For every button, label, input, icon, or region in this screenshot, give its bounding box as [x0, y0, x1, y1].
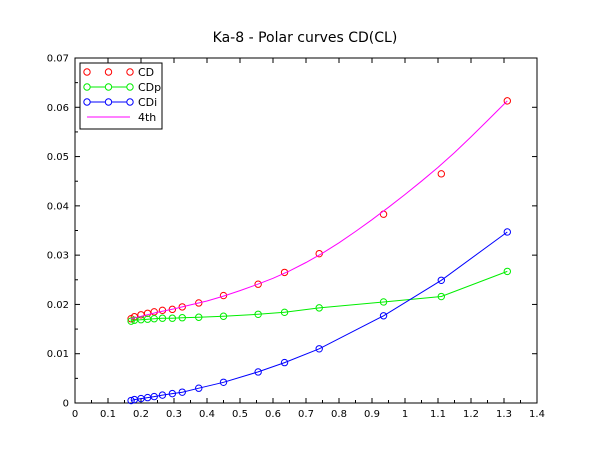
- data-point-cdi: [150, 392, 158, 401]
- data-point-cdp: [127, 317, 135, 325]
- legend-marker-cd: [83, 68, 91, 76]
- chart-title: Ka-8 - Polar curves CD(CL): [213, 30, 398, 46]
- legend-marker-cdi: [104, 98, 113, 106]
- data-point-cdi: [127, 396, 135, 405]
- data-point-cdi: [195, 384, 203, 392]
- data-point-cdp: [315, 304, 323, 312]
- data-point-cd: [137, 311, 145, 319]
- legend: CD CDp CDi 4th: [79, 62, 163, 130]
- data-point-cdp: [379, 298, 388, 306]
- x-tick-label: 1.1: [430, 409, 446, 420]
- x-tick-label: 1: [402, 409, 408, 420]
- y-tick-label: 0.05: [47, 152, 69, 163]
- legend-box: [79, 62, 163, 130]
- data-point-cd: [280, 268, 289, 277]
- y-tick-label: 0: [63, 399, 69, 410]
- y-tick-label: 0.04: [47, 201, 69, 212]
- y-tick-label: 0.07: [47, 54, 69, 65]
- data-point-cdi: [503, 228, 511, 236]
- data-point-cdi: [219, 378, 228, 386]
- data-point-cdp: [503, 267, 511, 276]
- x-tick-label: 1.4: [529, 409, 545, 420]
- data-point-cdp: [437, 292, 445, 301]
- data-point-cdi: [158, 391, 167, 399]
- legend-marker-cdi: [126, 98, 134, 106]
- data-point-cdp: [168, 314, 177, 322]
- legend-marker-cdp: [83, 83, 91, 91]
- data-point-cdp: [150, 315, 158, 323]
- legend-label-4th: 4th: [138, 111, 156, 124]
- data-point-cdp: [280, 308, 289, 317]
- legend-marker-cd: [126, 68, 134, 76]
- legend-label-cd: CD: [138, 66, 154, 79]
- x-tick-label: 0.3: [166, 409, 182, 420]
- data-point-cdp: [254, 310, 262, 318]
- x-tick-label: 0.1: [100, 409, 116, 420]
- legend-marker-cd: [104, 68, 113, 76]
- data-point-cdp: [219, 312, 228, 320]
- data-point-cdi: [168, 389, 177, 398]
- x-tick-label: 0.9: [364, 409, 380, 420]
- legend-marker-cdp: [104, 83, 113, 91]
- data-point-cd: [254, 280, 262, 288]
- data-point-cd: [168, 305, 177, 314]
- x-tick-label: 1.3: [496, 409, 512, 420]
- x-tick-label: 0.6: [265, 409, 281, 420]
- plot-area: 0 0.1 0.2 0.3 0.4 0.5 0.6 0.7 0.8 0.9 1 1.1 1.2 1.3 1.…: [47, 54, 545, 421]
- data-point-cdp: [195, 313, 203, 321]
- x-tick-label: 0.4: [199, 409, 215, 420]
- data-point-cdi: [437, 276, 445, 284]
- data-point-cdi: [254, 368, 262, 376]
- x-tick-label: 1.2: [463, 409, 479, 420]
- legend-marker-cdp: [126, 83, 134, 91]
- data-point-cdp: [178, 314, 186, 322]
- legend-label-cdp: CDp: [138, 81, 161, 94]
- y-tick-label: 0.03: [47, 251, 69, 262]
- data-point-cdi: [280, 358, 289, 367]
- data-point-cdi: [178, 388, 186, 396]
- x-tick-label: 0.8: [331, 409, 347, 420]
- data-point-cdi: [315, 345, 323, 353]
- legend-marker-cdi: [83, 98, 91, 106]
- data-point-cd: [503, 97, 511, 105]
- y-tick-label: 0.06: [47, 103, 69, 114]
- data-point-cdp: [158, 314, 167, 322]
- data-point-cd: [437, 170, 445, 178]
- data-point-cd: [178, 303, 186, 311]
- data-point-cd: [195, 299, 203, 307]
- y-tick-label: 0.01: [47, 349, 69, 360]
- data-point-cdi: [379, 312, 388, 320]
- x-tick-label: 0.5: [232, 409, 248, 420]
- legend-label-cdi: CDi: [138, 96, 157, 109]
- y-tick-label: 0.02: [47, 300, 69, 311]
- x-tick-label: 0.2: [133, 409, 149, 420]
- x-tick-label: 0: [72, 409, 78, 420]
- x-tick-label: 0.7: [298, 409, 314, 420]
- series-line-4th: [130, 100, 508, 320]
